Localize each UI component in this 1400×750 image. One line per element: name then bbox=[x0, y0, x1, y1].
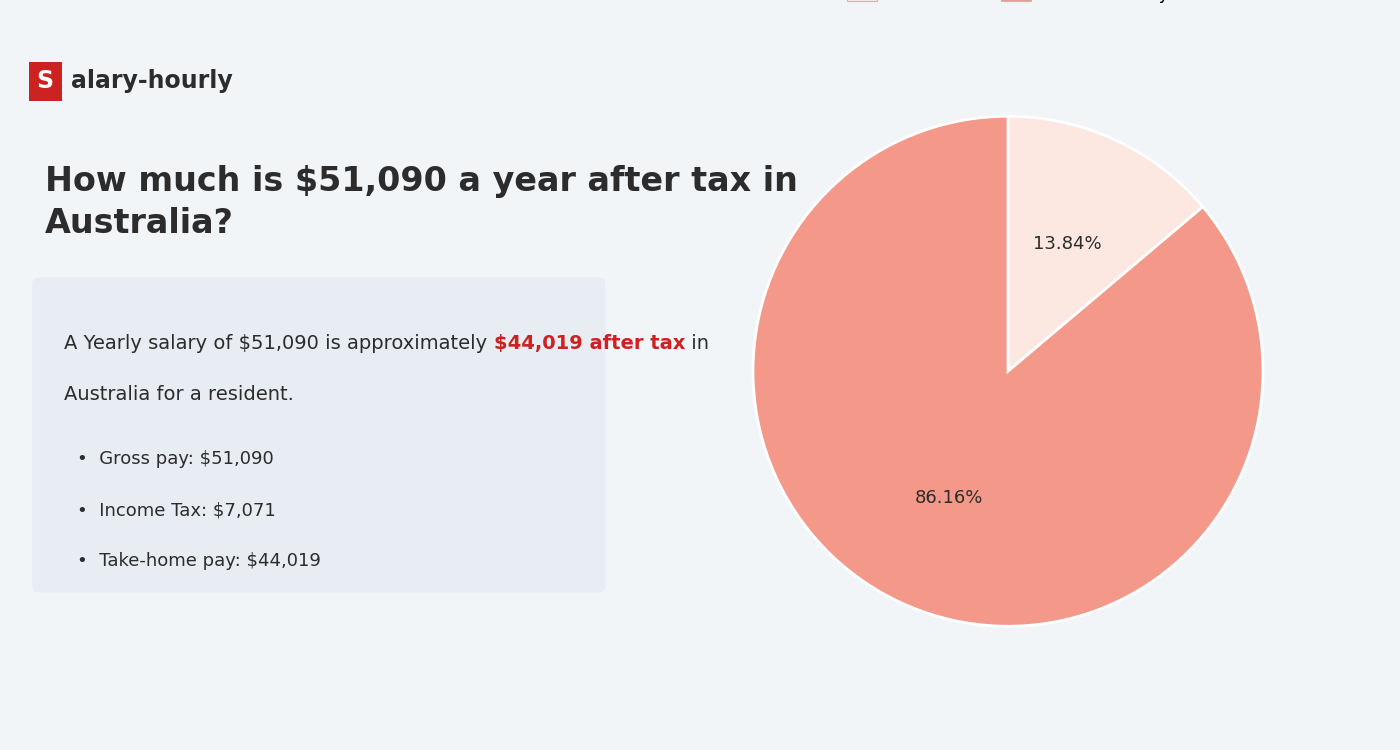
FancyBboxPatch shape bbox=[29, 62, 63, 101]
Text: •  Income Tax: $7,071: • Income Tax: $7,071 bbox=[77, 501, 276, 519]
Text: alary-hourly: alary-hourly bbox=[71, 69, 232, 93]
Text: •  Gross pay: $51,090: • Gross pay: $51,090 bbox=[77, 450, 274, 468]
Text: 13.84%: 13.84% bbox=[1033, 235, 1102, 253]
Wedge shape bbox=[1008, 116, 1203, 371]
Text: Australia for a resident.: Australia for a resident. bbox=[64, 385, 294, 404]
Wedge shape bbox=[753, 116, 1263, 626]
Text: S: S bbox=[36, 69, 53, 93]
Text: How much is $51,090 a year after tax in
Australia?: How much is $51,090 a year after tax in … bbox=[45, 165, 798, 240]
Text: 86.16%: 86.16% bbox=[914, 490, 983, 508]
FancyBboxPatch shape bbox=[32, 278, 605, 592]
Legend: Income Tax, Take-home Pay: Income Tax, Take-home Pay bbox=[840, 0, 1176, 9]
Text: •  Take-home pay: $44,019: • Take-home pay: $44,019 bbox=[77, 552, 321, 570]
Text: A Yearly salary of $51,090 is approximately: A Yearly salary of $51,090 is approximat… bbox=[64, 334, 494, 352]
Text: in: in bbox=[685, 334, 710, 352]
Text: $44,019 after tax: $44,019 after tax bbox=[494, 334, 685, 352]
